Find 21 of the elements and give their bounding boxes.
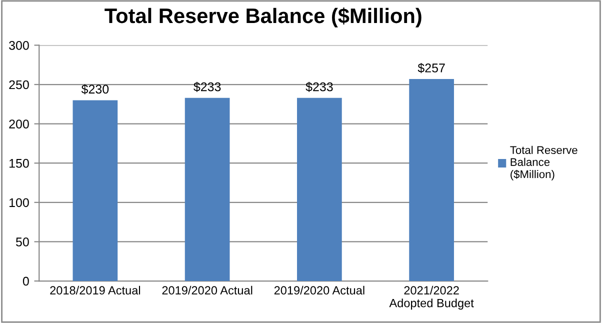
data-label: $257 [418,63,445,74]
bar [72,100,118,282]
data-label: $233 [306,82,333,92]
data-label: $230 [81,84,109,94]
x-tick-label: 2021/2022 Adopted Budget [389,286,474,310]
y-tick-label: 0 [22,276,29,286]
data-label: $233 [194,82,221,92]
y-tick-label: 100 [10,198,29,208]
y-tick-label: 150 [10,158,29,168]
y-tick-label: 300 [9,41,29,50]
legend-label: Total Reserve Balance ($Million) [510,146,578,180]
x-tick-label: 2019/2020 Actual [162,286,252,295]
bar [409,79,454,282]
x-tick-label: 2018/2019 Actual [50,286,140,295]
y-tick-label: 250 [9,80,29,90]
bar [184,98,230,282]
chart-title: Total Reserve Balance ($Million) [104,8,422,28]
y-tick-label: 200 [9,120,29,128]
bar [297,98,342,282]
x-tick-label: 2019/2020 Actual [274,286,364,295]
y-tick-label: 50 [16,238,29,246]
